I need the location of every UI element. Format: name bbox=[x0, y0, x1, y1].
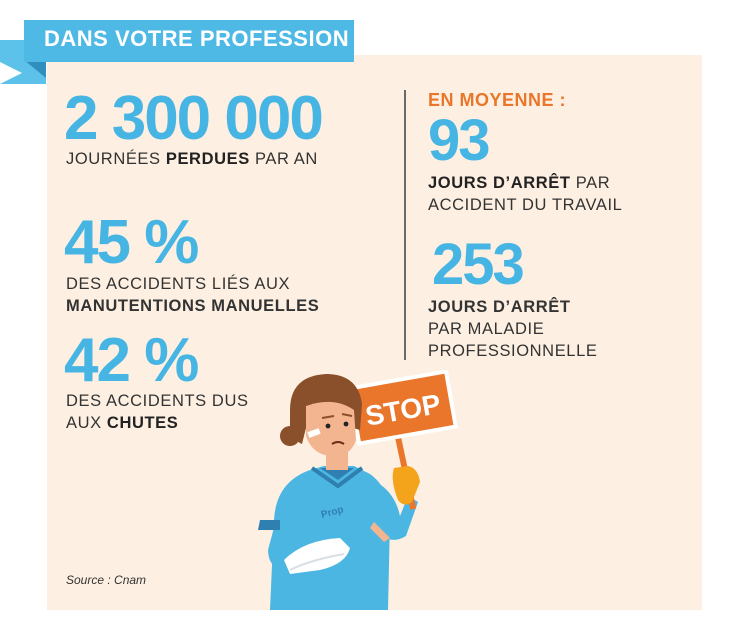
stop-sign: STOP bbox=[347, 370, 459, 446]
mouth bbox=[331, 441, 345, 445]
right-arm bbox=[368, 478, 418, 540]
hair bbox=[290, 374, 362, 444]
hair-bun bbox=[280, 426, 300, 446]
column-divider bbox=[404, 90, 406, 360]
stat-falls-line1: DES ACCIDENTS DUS bbox=[66, 392, 249, 410]
stat-lost-days-value: 2 300 000 bbox=[64, 84, 324, 153]
stat-falls-line2: AUX CHUTES bbox=[66, 414, 179, 432]
stat-occupational-disease-value: 253 bbox=[432, 232, 525, 297]
stat-occupational-disease-line2: PAR MALADIE bbox=[428, 320, 545, 338]
stat-manual-handling-line1: DES ACCIDENTS LIÉS AUX bbox=[66, 275, 291, 293]
stat-manual-handling-value: 45 % bbox=[64, 208, 199, 277]
neckline bbox=[320, 468, 354, 480]
sleeve-cuff bbox=[258, 520, 280, 530]
average-heading: EN MOYENNE : bbox=[428, 90, 567, 110]
face bbox=[306, 401, 356, 457]
glove bbox=[392, 466, 420, 505]
stat-occupational-disease-line1: JOURS D’ARRÊT bbox=[428, 298, 571, 316]
stat-work-accident-line2: ACCIDENT DU TRAVAIL bbox=[428, 196, 623, 214]
source-note: Source : Cnam bbox=[66, 573, 147, 587]
nurse-stop-sign-illustration: Prop STOP bbox=[258, 370, 459, 610]
stat-falls-value: 42 % bbox=[64, 326, 199, 395]
left-eye bbox=[325, 423, 331, 429]
right-eye bbox=[343, 421, 349, 427]
stat-manual-handling-line2: MANUTENTIONS MANUELLES bbox=[66, 297, 320, 315]
ribbon-tail-notch bbox=[0, 62, 22, 84]
header-title: DANS VOTRE PROFESSION : bbox=[44, 26, 364, 51]
stat-work-accident-line1: JOURS D’ARRÊT PAR bbox=[428, 174, 611, 192]
stat-work-accident-value: 93 bbox=[428, 108, 490, 173]
collar bbox=[310, 466, 364, 489]
header-ribbon bbox=[24, 20, 354, 62]
ribbon-fold bbox=[24, 60, 46, 78]
uniform bbox=[270, 466, 390, 610]
stat-lost-days-caption: JOURNÉES PERDUES PAR AN bbox=[66, 150, 318, 168]
stat-occupational-disease-line3: PROFESSIONNELLE bbox=[428, 342, 598, 360]
